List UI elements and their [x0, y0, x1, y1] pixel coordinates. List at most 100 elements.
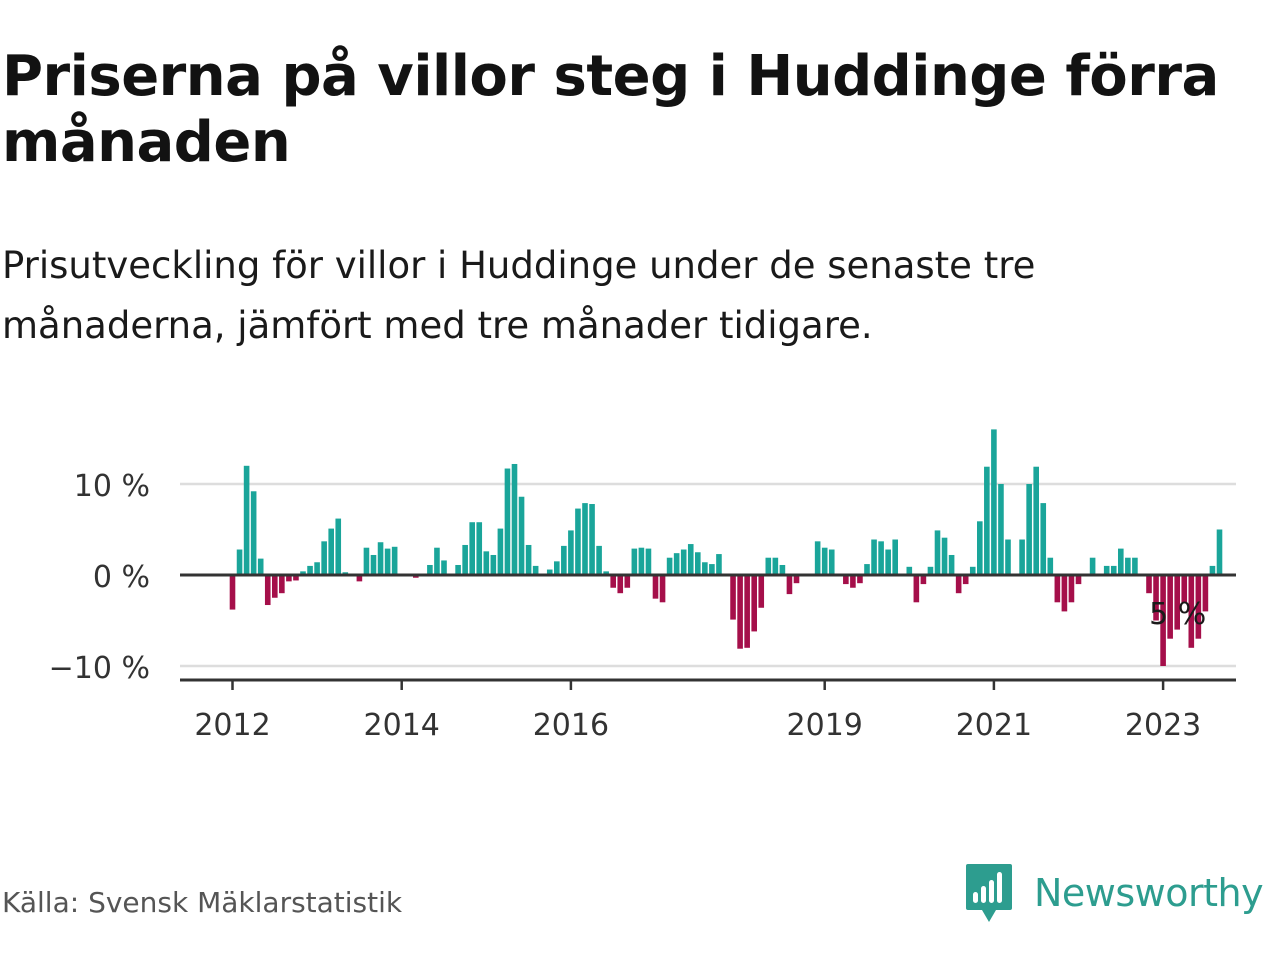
bar — [1047, 557, 1054, 575]
bar — [645, 548, 652, 575]
bar — [518, 496, 525, 575]
bar — [843, 575, 849, 585]
bar — [1110, 565, 1117, 575]
bar — [666, 557, 673, 575]
bar — [250, 491, 257, 575]
bar — [272, 575, 278, 598]
bar — [497, 528, 504, 575]
bar — [652, 575, 659, 599]
bar — [969, 566, 976, 575]
x-tick-label: 2019 — [787, 708, 863, 743]
bar — [1118, 548, 1124, 575]
bar — [709, 564, 715, 575]
bar — [1019, 539, 1025, 575]
bar — [476, 522, 483, 575]
bar — [1040, 503, 1047, 575]
bar — [786, 575, 793, 595]
bar — [695, 552, 701, 575]
bar — [257, 558, 264, 575]
bar — [850, 575, 856, 588]
bar — [765, 557, 772, 575]
bar — [490, 554, 497, 575]
bar — [984, 466, 990, 575]
bar — [906, 566, 913, 575]
bar — [384, 548, 391, 575]
bar — [927, 566, 934, 575]
bar — [1153, 575, 1159, 621]
bar — [511, 463, 518, 575]
bar — [913, 575, 920, 603]
bar — [525, 544, 532, 575]
bars — [229, 429, 1223, 666]
bar — [871, 539, 877, 575]
bar — [1195, 575, 1202, 639]
bar — [892, 539, 898, 575]
bar — [779, 564, 786, 575]
bar — [377, 542, 384, 575]
bar — [321, 541, 327, 575]
bar — [737, 575, 743, 649]
y-tick-label: 10 % — [74, 469, 150, 504]
x-axis — [180, 678, 1236, 690]
bar — [427, 564, 433, 575]
bar — [673, 553, 680, 575]
bar — [1160, 575, 1166, 666]
last-value-annotation: 5 % — [1149, 597, 1206, 632]
price-change-bar-chart: 10 % 0 % −10 % 2012 2014 2016 2019 2021 2023 5 % — [49, 429, 1236, 743]
bar — [434, 547, 440, 575]
bar — [455, 564, 461, 575]
bar — [716, 554, 722, 575]
gridlines — [180, 482, 1236, 668]
bar — [236, 549, 243, 575]
bar — [589, 504, 595, 575]
bar — [638, 547, 645, 575]
bar — [1216, 529, 1223, 575]
bar — [575, 508, 581, 575]
bar — [1005, 539, 1011, 575]
bar — [441, 560, 447, 575]
bar — [702, 562, 708, 575]
source-note: Källa: Svensk Mäklarstatistik — [2, 886, 403, 919]
bar — [857, 575, 863, 584]
brand-name: Newsworthy — [1034, 871, 1264, 915]
bar — [977, 521, 983, 575]
bar — [561, 545, 567, 575]
bar — [603, 571, 609, 575]
bar — [279, 575, 285, 594]
bar — [1026, 484, 1032, 575]
bar — [998, 484, 1004, 575]
bar — [814, 541, 821, 575]
bar — [370, 554, 377, 575]
bar — [885, 549, 891, 575]
bar — [1075, 575, 1082, 585]
x-tick-label: 2016 — [533, 708, 609, 743]
bar — [878, 541, 884, 575]
bar — [1202, 575, 1209, 612]
bar — [1181, 575, 1188, 603]
bar — [680, 549, 687, 575]
x-tick-label: 2021 — [956, 708, 1032, 743]
bar — [955, 575, 962, 594]
bar — [596, 545, 602, 575]
bar — [1209, 565, 1216, 575]
bar — [483, 551, 490, 575]
bar — [391, 546, 398, 575]
bar — [631, 548, 638, 575]
bar — [758, 575, 765, 608]
bar — [243, 465, 250, 575]
bar — [624, 575, 631, 588]
bar — [962, 575, 969, 585]
bar — [948, 554, 955, 575]
brand: Newsworthy — [964, 862, 1264, 924]
bar — [532, 565, 539, 575]
bar — [659, 575, 666, 603]
bar — [1132, 557, 1138, 575]
bar — [554, 561, 560, 575]
x-tick-label: 2012 — [194, 708, 270, 743]
bar — [751, 575, 757, 632]
bar — [582, 503, 588, 575]
bar — [363, 547, 370, 575]
bar — [1174, 575, 1180, 630]
bar — [314, 562, 320, 575]
bar — [864, 564, 870, 575]
